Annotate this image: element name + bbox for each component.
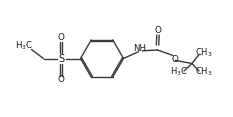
Text: NH: NH	[134, 44, 147, 53]
Text: O: O	[154, 26, 161, 35]
Text: S: S	[58, 53, 64, 64]
Text: CH$_3$: CH$_3$	[195, 66, 212, 78]
Text: O: O	[58, 33, 65, 42]
Text: O: O	[58, 75, 65, 84]
Text: H$_3$C: H$_3$C	[15, 40, 33, 52]
Text: H$_3$C: H$_3$C	[170, 66, 187, 78]
Text: O: O	[171, 55, 178, 64]
Text: CH$_3$: CH$_3$	[195, 47, 212, 59]
